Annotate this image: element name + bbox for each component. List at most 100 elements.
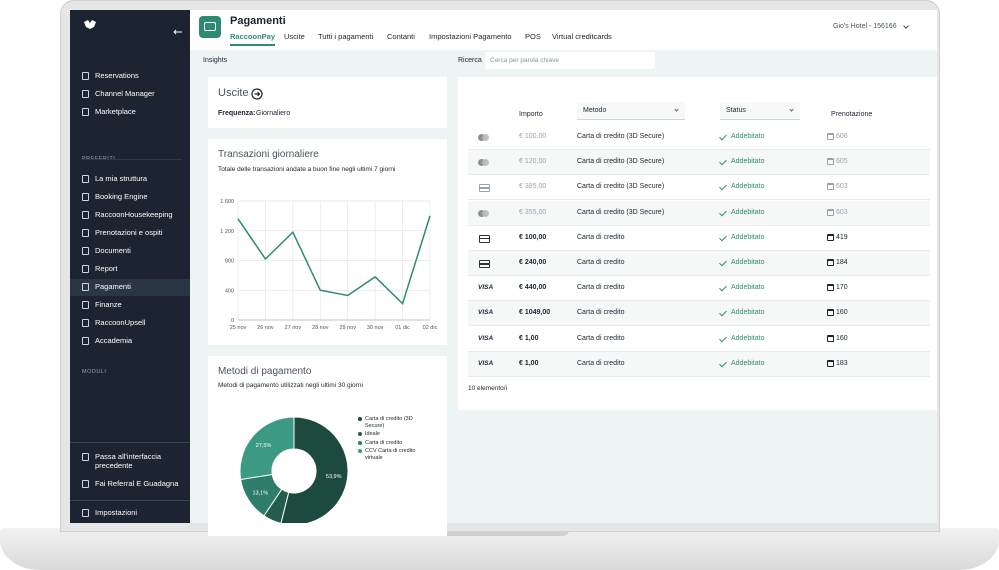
divider [70,500,190,501]
calendar-icon [827,233,834,241]
sidebar-item[interactable]: Documenti [70,242,190,259]
calendar-icon [827,284,834,292]
sidebar-item[interactable]: Channel Manager [70,85,190,102]
sidebar-item[interactable]: La mia struttura [70,170,190,187]
column-header: Importo [519,111,543,118]
table-row[interactable]: € 100,00 Carta di credito Addebitato 419 [468,226,930,251]
status: Addebitato [731,208,765,216]
sidebar-label: Prenotazioni e ospiti [95,227,163,237]
sidebar-item[interactable]: Passa all'interfaccia precedente [70,447,190,470]
column-header: Prenotazione [831,111,873,118]
tab[interactable]: Contanti [387,32,415,41]
tab[interactable]: Tutti i pagamenti [318,32,374,41]
legend-entry: Carta di credito (3D Secure) [358,416,433,429]
column-header: Status [726,107,746,114]
table-row[interactable]: € 100,00 Carta di credito (3D Secure) Adde… [468,125,930,150]
chevron [674,107,679,112]
table-footer: 10 elemento/i [468,385,508,392]
sidebar-label: Finanze [95,300,122,310]
sidebar-item[interactable]: Marketplace [70,103,190,120]
column-header: Metodo [583,107,607,114]
amount: € 1049,00 [519,309,551,317]
booking: 419 [836,233,848,241]
table-row[interactable]: VISA € 440,00 Carta di credito Addebitato 17… [468,276,930,302]
calendar-icon [827,259,834,266]
search-label: Ricerca [458,57,482,64]
calendar-icon [827,183,834,191]
card-stripe [480,263,489,265]
card-title: Metodi di pagamento [218,366,312,377]
table-row[interactable]: VISA € 1049,00 Carta di credito Addebitato 1… [468,301,930,327]
status-select[interactable]: Status [720,102,800,120]
tab[interactable]: POS [525,32,541,41]
tab[interactable]: Impostazioni Pagamento [429,32,512,41]
legend-label: Carta di credito [365,439,403,446]
table-row[interactable]: VISA € 1,00 Carta di credito Addebitato 183 [468,351,930,377]
calendar-icon [827,309,834,317]
sidebar-icon [82,319,89,328]
sidebar-item[interactable]: Accademia [70,333,190,350]
visa-icon: VISA [478,359,494,367]
legend-label: Ideale [365,431,380,437]
sidebar-icon [82,89,89,98]
booking: 603 [836,183,848,191]
tab[interactable]: Uscite [284,32,305,41]
sidebar-item[interactable]: RaccoonUpsell [70,315,190,332]
mastercard-icon [478,159,485,167]
booking: 160 [836,309,848,317]
sidebar-icon [82,265,89,273]
calendar-icon [827,158,834,166]
sidebar-item[interactable]: RaccoonHousekeeping [70,206,190,223]
method: Carta di credito [577,259,625,266]
sidebar-item[interactable]: Report [70,261,190,278]
search-input[interactable]: Cerca per parola chiave [485,52,655,69]
sidebar-label: Passa all'interfaccia precedente [95,452,162,470]
method: Carta di credito (3D Secure) [577,133,665,140]
method: Carta di credito (3D Secure) [577,183,665,191]
amount: € 385,00 [519,183,547,191]
method-select[interactable]: Metodo [577,102,685,120]
sidebar-item[interactable]: Impostazioni [70,504,190,521]
status-check [719,157,727,166]
section-title: MODULI [82,369,107,375]
status-check [719,359,727,368]
status: Addebitato [731,334,765,342]
card-subtitle: Totale delle transazioni andate a buon f… [218,166,396,173]
sidebar-item[interactable]: Fai Referral E Guadagna [70,475,190,492]
app-icon [199,16,221,38]
sidebar-label: Channel Manager [95,88,155,98]
table-row[interactable]: € 385,00 Carta di credito (3D Secure) Adde… [468,175,930,201]
booking: 603 [836,208,848,216]
search-placeholder: Cerca per parola chiave [490,57,560,64]
table-row[interactable]: € 355,00 Carta di credito (3D Secure) Adde… [468,200,930,226]
sidebar-item[interactable]: Pagamenti [70,278,190,296]
tab[interactable]: Virtual creditcards [552,32,612,41]
sidebar-item[interactable]: Reservations [70,67,190,84]
sidebar-label: Impostazioni [95,507,138,517]
method: Carta di credito (3D Secure) [577,158,665,166]
table-row[interactable]: VISA € 1,00 Carta di credito Addebitato 160 [468,327,930,352]
tab[interactable]: RaccoonPay [230,32,276,46]
arrow-icon[interactable] [251,88,263,100]
uscite-card: Uscite Frequenza: Giornaliero [208,77,447,128]
sidebar-label: Fai Referral E Guadagna [95,478,179,488]
booking: 606 [836,133,848,140]
status-check [719,183,727,191]
table-row[interactable]: € 120,00 Carta di credito (3D Secure) Adde… [468,150,930,176]
sidebar-label: RaccoonUpsell [95,318,146,328]
hotel-selector[interactable]: Gio's Hotel - 156166 [833,23,897,30]
status-check [719,208,727,216]
section-line [82,159,182,160]
sidebar-icon [82,301,89,310]
sidebar-item[interactable]: Finanze [70,297,190,314]
legend: Carta di credito (3D Secure) Ideale Carta … [358,416,433,461]
calendar-icon [827,133,834,140]
table-row[interactable]: € 240,00 Carta di credito Addebitato 184 [468,251,930,276]
amount: € 240,00 [519,259,547,266]
sidebar-icon [82,283,89,292]
sidebar-label: Reservations [95,70,139,80]
sidebar-item[interactable]: Prenotazioni e ospiti [70,224,190,241]
sidebar-item[interactable]: Booking Engine [70,188,190,205]
pie-chart-card: Metodi di pagamento Metodi di pagamento u… [208,356,447,536]
divider [70,442,190,443]
